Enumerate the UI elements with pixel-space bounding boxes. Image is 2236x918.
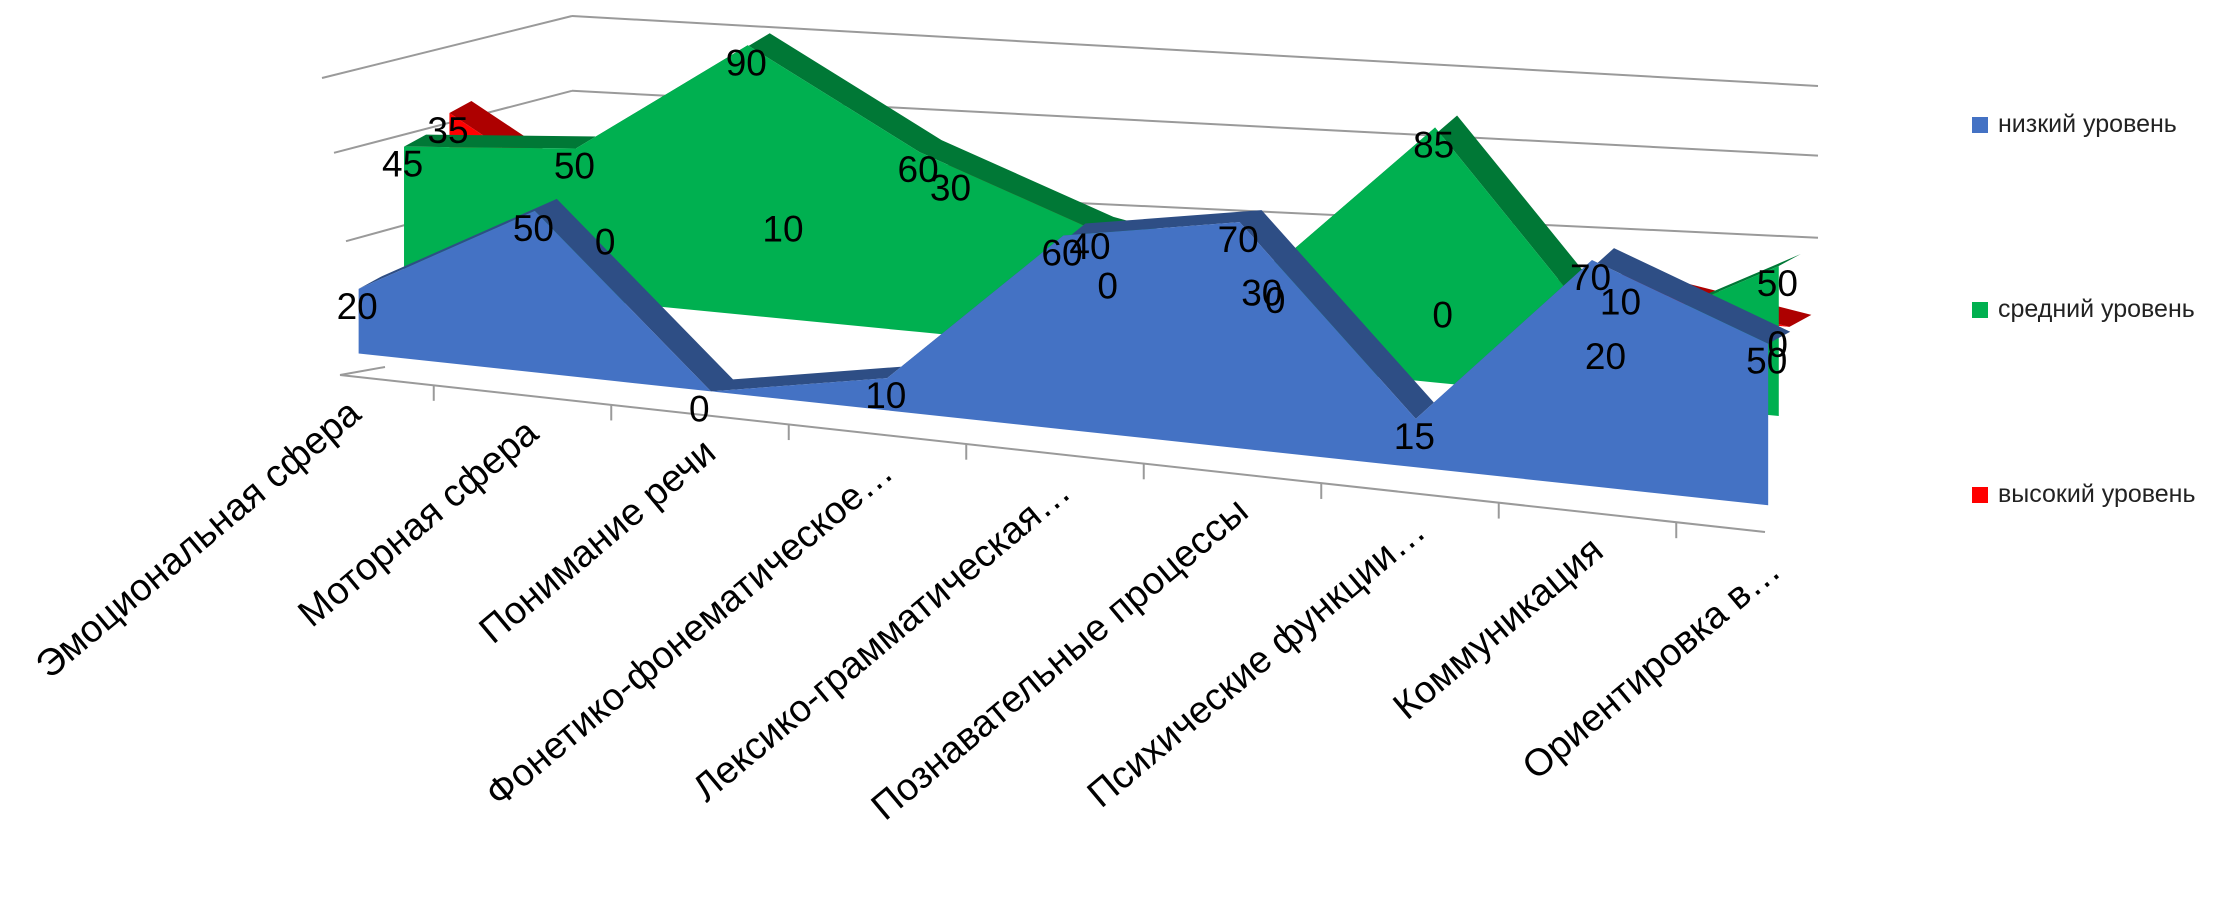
data-label: 10 — [762, 208, 803, 249]
data-label: 60 — [1041, 233, 1082, 274]
x-axis-line — [339, 374, 1766, 533]
x-tick-label: Эмоциональная сфера — [28, 391, 369, 687]
x-tick-label: Коммуникация — [1386, 529, 1612, 728]
data-label: 35 — [427, 110, 468, 151]
x-tick-label: Познавательные процессы — [864, 490, 1256, 829]
data-label: 0 — [595, 221, 616, 262]
chart-areas — [358, 33, 1812, 506]
x-tick-label: Фонетико-фонематическое… — [478, 451, 901, 816]
legend-label: низкий уровень — [1998, 110, 2177, 138]
data-label: 20 — [337, 286, 378, 327]
legend-swatch — [1972, 116, 1988, 133]
legend-item: средний уровень — [1972, 295, 2195, 324]
data-label: 50 — [1746, 341, 1787, 382]
data-label: 0 — [1767, 324, 1788, 365]
gridline-back — [571, 15, 1819, 87]
legend-swatch — [1972, 301, 1988, 318]
floor-edge — [339, 366, 386, 376]
data-label: 70 — [1218, 219, 1259, 260]
legend-item: высокий уровень — [1972, 480, 2196, 509]
area-1 — [358, 210, 1769, 506]
data-label: 40 — [1069, 226, 1110, 267]
data-label: 45 — [382, 144, 423, 185]
data-label: 85 — [1413, 124, 1454, 165]
area-top-edge — [358, 198, 1791, 419]
data-label: 30 — [930, 168, 971, 209]
legend-item: низкий уровень — [1972, 110, 2177, 139]
x-tick-label: Лексико-грамматическая… — [685, 470, 1079, 810]
data-label: 70 — [1570, 257, 1611, 298]
data-label: 0 — [1265, 280, 1286, 321]
data-label: 10 — [865, 375, 906, 416]
data-label: 15 — [1394, 416, 1435, 457]
data-label: 0 — [1432, 295, 1453, 336]
legend-label: высокий уровень — [1998, 480, 2196, 508]
data-label: 50 — [513, 208, 554, 249]
data-label: 10 — [1600, 282, 1641, 323]
legend-label: средний уровень — [1998, 295, 2195, 323]
x-tick-label: Психические функции… — [1080, 509, 1434, 816]
data-label: 60 — [898, 149, 939, 190]
chart-axis — [339, 366, 1766, 539]
gridline-left — [321, 15, 573, 79]
data-label: 20 — [1585, 336, 1626, 377]
legend-swatch — [1972, 486, 1988, 503]
data-label: 50 — [554, 145, 595, 186]
data-label: 0 — [1097, 265, 1118, 306]
data-label: 0 — [689, 388, 710, 429]
data-label: 50 — [1757, 263, 1798, 304]
data-label: 30 — [1241, 273, 1282, 314]
data-label: 90 — [726, 42, 767, 83]
